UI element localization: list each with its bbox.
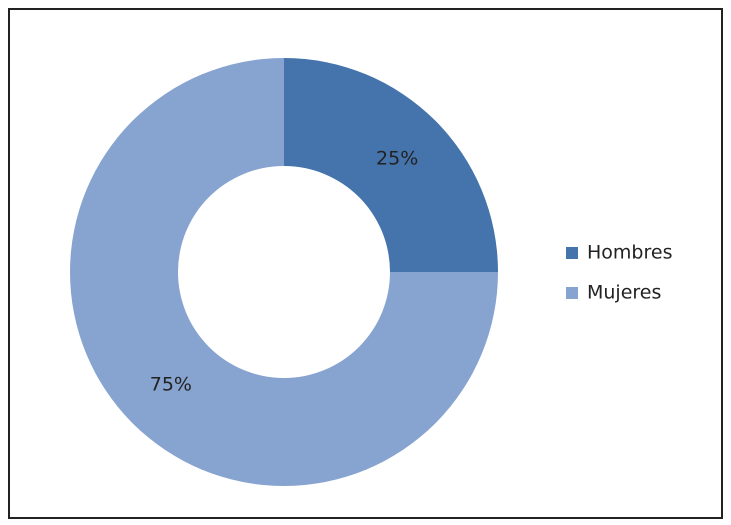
legend-swatch <box>566 287 578 299</box>
legend-swatch <box>566 247 578 259</box>
data-label: 75% <box>150 374 192 396</box>
donut-segment <box>284 58 498 272</box>
legend-label: Mujeres <box>587 282 661 304</box>
legend-label: Hombres <box>587 242 672 264</box>
donut-segment <box>70 58 498 486</box>
data-label: 25% <box>376 147 418 169</box>
